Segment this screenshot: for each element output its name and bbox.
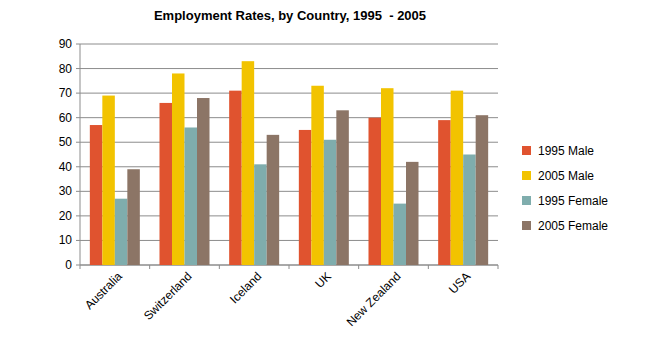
x-tick bbox=[80, 265, 81, 269]
x-tick-label: Australia bbox=[82, 269, 125, 312]
grid-line bbox=[80, 44, 498, 45]
bar bbox=[369, 118, 382, 265]
legend-label: 1995 Female bbox=[538, 194, 608, 208]
y-tick-label: 10 bbox=[59, 233, 73, 247]
y-tick bbox=[76, 117, 80, 118]
grid-line bbox=[80, 142, 498, 143]
bar bbox=[229, 91, 242, 265]
x-tick-label: Iceland bbox=[227, 269, 264, 306]
y-tick-label: 60 bbox=[59, 111, 73, 125]
y-tick-label: 50 bbox=[59, 135, 73, 149]
legend-label: 2005 Male bbox=[538, 169, 594, 183]
bar bbox=[242, 61, 255, 265]
x-tick bbox=[219, 265, 220, 269]
bar bbox=[254, 164, 267, 265]
grid-line bbox=[80, 93, 498, 94]
y-tick bbox=[76, 44, 80, 45]
y-tick-label: 90 bbox=[59, 37, 73, 51]
x-tick bbox=[358, 265, 359, 269]
bar bbox=[311, 86, 324, 265]
grid-line bbox=[80, 191, 498, 192]
x-tick bbox=[149, 265, 150, 269]
x-tick-label: USA bbox=[446, 269, 473, 296]
legend: 1995 Male 2005 Male 1995 Female 2005 Female bbox=[522, 144, 608, 233]
grid-line bbox=[80, 68, 498, 69]
y-tick bbox=[76, 191, 80, 192]
bar bbox=[406, 162, 419, 265]
x-tick bbox=[289, 265, 290, 269]
legend-swatch bbox=[522, 196, 531, 205]
bar bbox=[115, 199, 128, 265]
grid-line bbox=[80, 240, 498, 241]
grid-line bbox=[80, 117, 498, 118]
bars bbox=[90, 61, 488, 265]
bar bbox=[324, 140, 337, 265]
x-tick-label: New Zealand bbox=[344, 269, 404, 329]
y-tick-label: 0 bbox=[65, 258, 72, 272]
x-tick bbox=[428, 265, 429, 269]
y-tick-label: 70 bbox=[59, 86, 73, 100]
y-tick bbox=[76, 93, 80, 94]
y-axis bbox=[80, 44, 81, 265]
bar bbox=[336, 110, 349, 265]
bar bbox=[172, 73, 185, 265]
x-tick bbox=[498, 265, 499, 269]
y-tick-label: 40 bbox=[59, 160, 73, 174]
bar bbox=[381, 88, 394, 265]
legend-swatch bbox=[522, 221, 531, 230]
y-tick-label: 80 bbox=[59, 62, 73, 76]
x-tick-label: Switzerland bbox=[141, 269, 195, 323]
bar bbox=[299, 130, 312, 265]
bar bbox=[451, 91, 464, 265]
legend-swatch bbox=[522, 146, 531, 155]
chart: Employment Rates, by Country, 1995 - 200… bbox=[0, 0, 659, 359]
x-tick-label: UK bbox=[312, 269, 334, 291]
bar bbox=[438, 120, 451, 265]
y-tick bbox=[76, 240, 80, 241]
y-tick bbox=[76, 68, 80, 69]
bar bbox=[476, 115, 489, 265]
bar bbox=[394, 204, 407, 265]
bar bbox=[90, 125, 103, 265]
legend-label: 1995 Male bbox=[538, 144, 594, 158]
legend-label: 2005 Female bbox=[538, 219, 608, 233]
y-tick-label: 20 bbox=[59, 209, 73, 223]
bar bbox=[267, 135, 280, 265]
y-tick bbox=[76, 166, 80, 167]
legend-swatch bbox=[522, 171, 531, 180]
grid-line bbox=[80, 215, 498, 216]
grid-line bbox=[80, 166, 498, 167]
y-tick bbox=[76, 265, 80, 266]
y-tick bbox=[76, 215, 80, 216]
bar bbox=[197, 98, 210, 265]
y-tick-label: 30 bbox=[59, 184, 73, 198]
title: Employment Rates, by Country, 1995 - 200… bbox=[154, 8, 426, 23]
bar bbox=[127, 169, 140, 265]
bar bbox=[160, 103, 173, 265]
bar bbox=[102, 96, 115, 265]
bar bbox=[463, 155, 476, 266]
bar bbox=[185, 127, 198, 265]
y-tick bbox=[76, 142, 80, 143]
